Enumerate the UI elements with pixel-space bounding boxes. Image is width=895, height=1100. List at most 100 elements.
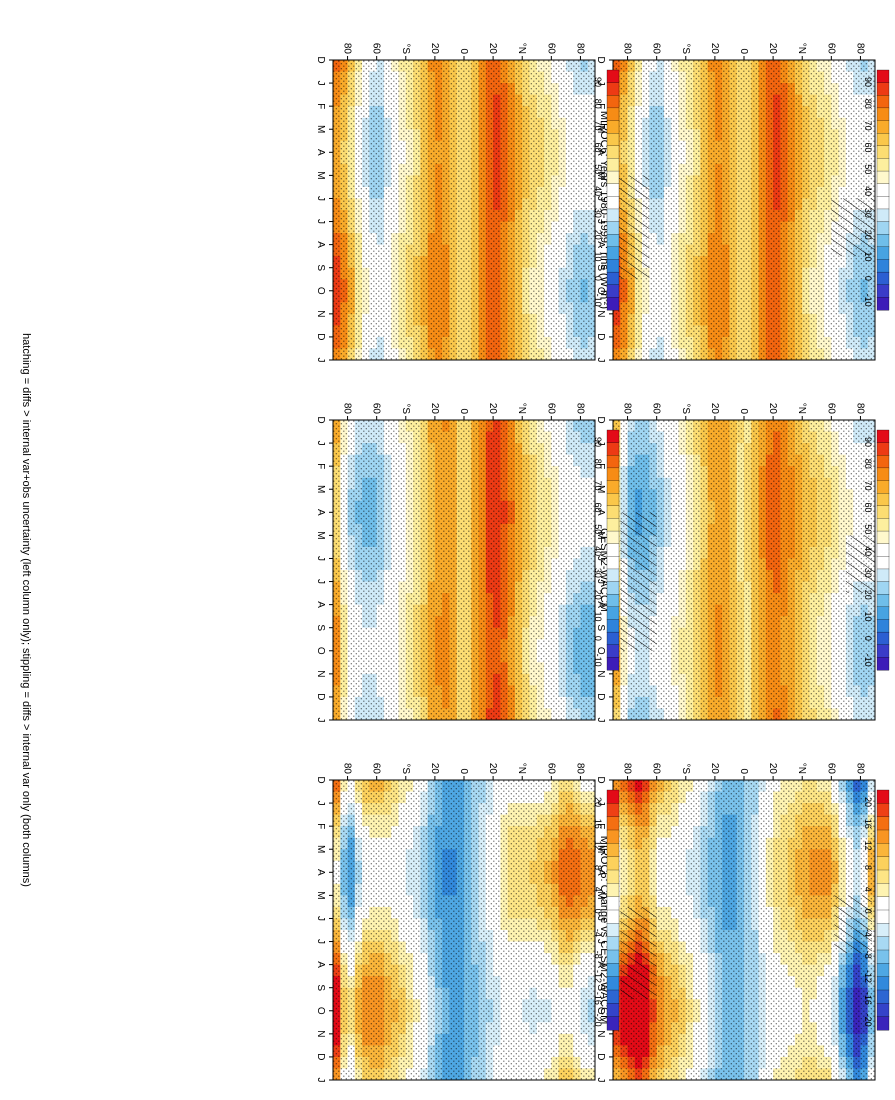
lat-tick-label: 20 — [767, 403, 778, 415]
lat-tick-label: 80 — [342, 403, 353, 415]
lat-tick-label: 20 — [709, 43, 720, 55]
month-tick-label: A — [595, 869, 606, 876]
lat-tick-label: °S — [400, 43, 411, 54]
stipple-overlay — [613, 780, 875, 1080]
month-tick-label: M — [315, 171, 326, 179]
lat-tick-label: 80 — [342, 43, 353, 55]
stipple-overlay — [333, 60, 595, 360]
month-tick-label: D — [315, 416, 326, 423]
month-tick-label: J — [595, 939, 606, 944]
month-tick-label: J — [315, 219, 326, 224]
lat-tick-label: 20 — [487, 43, 498, 55]
hatch-region — [620, 906, 657, 1000]
lat-tick-label: 60 — [545, 43, 556, 55]
lat-tick-label: °N — [796, 43, 807, 54]
month-tick-label: J — [315, 718, 326, 723]
month-tick-label: J — [595, 441, 606, 446]
month-tick-label: F — [595, 463, 606, 469]
month-tick-label: J — [595, 358, 606, 363]
month-tick-label: A — [315, 509, 326, 516]
month-tick-label: S — [595, 264, 606, 271]
month-tick-label: D — [595, 56, 606, 63]
month-tick-label: A — [595, 601, 606, 608]
month-tick-label: M — [595, 845, 606, 853]
stipple-overlay — [613, 60, 875, 360]
lat-tick-label: 60 — [371, 403, 382, 415]
lat-tick-label: 0 — [458, 408, 469, 414]
lat-tick-label: 60 — [545, 403, 556, 415]
month-tick-label: J — [595, 801, 606, 806]
month-tick-label: O — [595, 287, 606, 295]
month-tick-label: F — [315, 463, 326, 469]
month-tick-label: J — [315, 358, 326, 363]
month-tick-label: O — [315, 287, 326, 295]
lat-tick-label: 20 — [487, 403, 498, 415]
month-tick-label: J — [315, 579, 326, 584]
month-tick-label: M — [315, 531, 326, 539]
month-tick-label: M — [595, 485, 606, 493]
month-tick-label: J — [595, 81, 606, 86]
month-tick-label: N — [595, 670, 606, 677]
hatch-region — [834, 895, 873, 954]
month-tick-label: F — [595, 103, 606, 109]
month-tick-label: J — [595, 1078, 606, 1083]
month-tick-label: J — [595, 579, 606, 584]
month-tick-label: A — [595, 961, 606, 968]
lat-tick-label: 80 — [622, 763, 633, 775]
lat-tick-label: 20 — [709, 403, 720, 415]
month-tick-label: N — [315, 670, 326, 677]
lat-tick-label: 20 — [767, 763, 778, 775]
stipple-overlay — [333, 420, 595, 720]
hatch-region — [620, 512, 657, 651]
lat-tick-label: 60 — [651, 403, 662, 415]
month-tick-label: S — [595, 624, 606, 631]
lat-tick-label: 0 — [738, 768, 749, 774]
month-tick-label: J — [595, 196, 606, 201]
month-tick-label: M — [595, 125, 606, 133]
month-tick-label: A — [595, 509, 606, 516]
month-tick-label: A — [315, 601, 326, 608]
lat-tick-label: 60 — [825, 403, 836, 415]
lat-tick-label: 60 — [825, 43, 836, 55]
lat-tick-label: 60 — [371, 43, 382, 55]
month-tick-label: J — [595, 718, 606, 723]
lat-tick-label: 20 — [429, 403, 440, 415]
month-tick-label: S — [315, 264, 326, 271]
month-tick-label: D — [595, 1053, 606, 1060]
month-tick-label: D — [595, 776, 606, 783]
lat-tick-label: 20 — [767, 43, 778, 55]
lat-tick-label: 20 — [709, 763, 720, 775]
month-tick-label: F — [315, 103, 326, 109]
lat-tick-label: 80 — [574, 43, 585, 55]
month-tick-label: O — [315, 647, 326, 655]
month-tick-label: M — [595, 171, 606, 179]
lat-tick-label: °N — [516, 43, 527, 54]
lat-tick-label: 80 — [574, 403, 585, 415]
hatch-region — [831, 198, 875, 257]
lat-tick-label: 0 — [738, 48, 749, 54]
panel-p22: DJFMAMJJASONDJ8060°N20020°S6080CESM2-WAC… — [315, 403, 610, 723]
lat-tick-label: °S — [400, 403, 411, 414]
lat-tick-label: °N — [796, 403, 807, 414]
lat-tick-label: °N — [796, 763, 807, 774]
month-tick-label: D — [595, 416, 606, 423]
month-tick-label: M — [595, 531, 606, 539]
stipple-overlay — [613, 420, 875, 720]
month-tick-label: D — [595, 333, 606, 340]
month-tick-label: A — [595, 149, 606, 156]
lat-tick-label: 20 — [429, 43, 440, 55]
lat-tick-label: °S — [680, 43, 691, 54]
lat-tick-label: 80 — [854, 403, 865, 415]
month-tick-label: J — [315, 196, 326, 201]
month-tick-label: D — [315, 693, 326, 700]
month-tick-label: D — [595, 693, 606, 700]
month-tick-label: F — [595, 823, 606, 829]
month-tick-label: A — [315, 241, 326, 248]
month-tick-label: S — [315, 624, 326, 631]
lat-tick-label: 80 — [622, 43, 633, 55]
month-tick-label: D — [315, 56, 326, 63]
